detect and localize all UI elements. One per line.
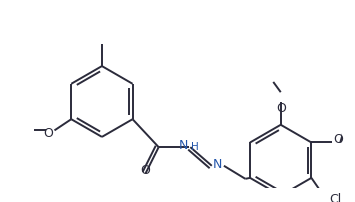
- Text: Cl: Cl: [329, 192, 342, 202]
- Text: O: O: [44, 126, 54, 139]
- Text: O: O: [141, 163, 151, 176]
- Text: O: O: [333, 133, 343, 146]
- Text: N: N: [179, 138, 189, 151]
- Text: O: O: [276, 101, 286, 114]
- Text: N: N: [213, 157, 222, 170]
- Text: H: H: [191, 141, 199, 151]
